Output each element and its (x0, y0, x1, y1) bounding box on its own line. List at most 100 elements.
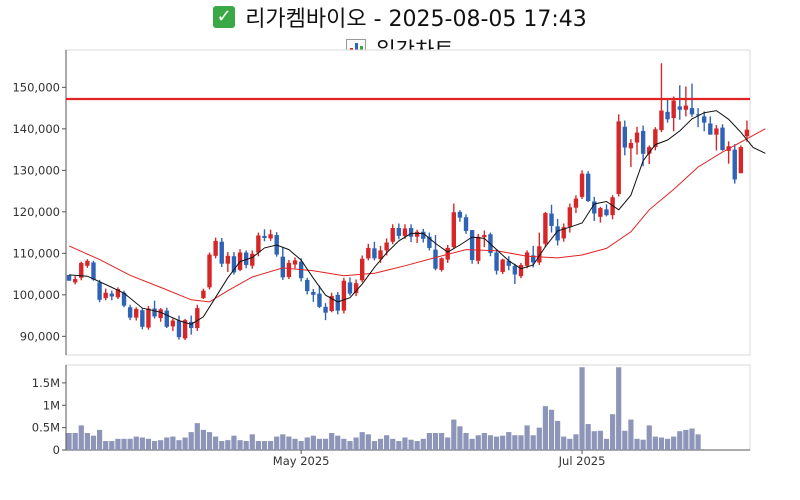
candle-body (616, 121, 621, 194)
volume-bar-55 (402, 437, 408, 450)
candle-73 (512, 263, 518, 285)
price-y-tick-label: 130,000 (12, 163, 60, 177)
volume-bar-72 (506, 432, 512, 450)
candle-body (262, 235, 267, 238)
candle-body (256, 235, 261, 253)
candle-body (628, 142, 634, 149)
volume-bar-70 (493, 436, 500, 450)
candle-body (683, 105, 689, 110)
price-y-tick-label: 120,000 (12, 205, 60, 219)
candle-body (671, 100, 676, 119)
volume-bar-76 (530, 435, 536, 450)
candle-26 (225, 252, 231, 273)
candle-body (537, 246, 542, 263)
volume-bar-27 (231, 435, 237, 450)
volume-bar-35 (280, 434, 286, 450)
volume-bar-20 (188, 432, 194, 450)
candle-body (408, 228, 414, 237)
volume-bar-102 (689, 428, 695, 450)
candle-body (573, 198, 579, 208)
candle-98 (665, 98, 670, 123)
volume-bar-93 (634, 438, 640, 450)
candle-body (182, 320, 188, 339)
candle-body (195, 308, 200, 329)
candle-83 (573, 195, 579, 214)
candle-46 (347, 277, 353, 296)
volume-bar-22 (200, 429, 207, 450)
candle-5 (97, 279, 102, 303)
candle-body (225, 255, 231, 264)
candle-50 (372, 241, 377, 261)
candle-92 (628, 139, 634, 168)
volume-bar-89 (609, 414, 616, 450)
candle-39 (305, 277, 310, 295)
candle-body (647, 147, 652, 154)
candle-body (219, 241, 224, 264)
volume-bar-53 (390, 438, 396, 450)
candle-105 (708, 116, 713, 135)
check-box-icon: ✓ (213, 6, 236, 28)
candle-40 (311, 289, 316, 302)
candle-body (91, 262, 96, 280)
candle-55 (402, 224, 408, 239)
volume-bar-33 (267, 441, 274, 450)
volume-bar-56 (408, 439, 414, 450)
volume-bar-91 (622, 430, 628, 450)
volume-bar-45 (341, 438, 347, 450)
volume-bar-43 (329, 433, 335, 450)
candle-85 (585, 171, 591, 202)
volume-bar-101 (683, 429, 689, 450)
candle-99 (671, 96, 676, 132)
volume-bar-80 (555, 420, 561, 450)
volume-bar-37 (292, 438, 298, 450)
volume-bar-99 (671, 436, 677, 450)
candle-body (402, 228, 408, 236)
candle-77 (537, 232, 542, 265)
candle-30 (250, 250, 255, 269)
candle-107 (720, 124, 725, 151)
volume-bar-103 (695, 434, 701, 450)
price-panel: 90,000 100,000 110,000 120,000 130,000 140,00… (12, 49, 766, 356)
volume-bar-81 (561, 436, 567, 450)
candle-18 (176, 315, 182, 340)
candle-2 (79, 261, 84, 281)
candle-49 (366, 243, 371, 261)
candle-111 (744, 120, 750, 142)
volume-bar-100 (677, 431, 683, 450)
volume-bar-90 (616, 367, 622, 450)
candle-body (79, 262, 84, 278)
candle-body (567, 207, 573, 227)
candle-body (311, 291, 316, 295)
candle-41 (317, 285, 322, 309)
candle-body (366, 247, 371, 259)
candle-48 (359, 255, 365, 283)
volume-bar-95 (646, 425, 652, 450)
moving-average-long (68, 128, 766, 303)
candle-body (341, 280, 347, 311)
candle-body (378, 250, 383, 260)
candle-43 (329, 292, 334, 313)
candle-71 (500, 258, 505, 275)
candle-body (445, 247, 450, 260)
candle-11 (134, 307, 139, 321)
volume-bar-11 (133, 436, 139, 450)
candle-104 (701, 111, 707, 132)
volume-bar-66 (469, 438, 475, 450)
candle-body (421, 231, 426, 239)
volume-bar-65 (463, 433, 469, 450)
candle-body (640, 130, 646, 154)
volume-bar-4 (90, 435, 97, 450)
volume-bar-34 (274, 436, 280, 450)
candle-body (146, 308, 151, 328)
price-y-tick-label: 100,000 (12, 288, 60, 302)
candle-75 (524, 250, 530, 269)
candle-25 (219, 237, 224, 268)
volume-bar-63 (451, 419, 457, 450)
candle-body (689, 108, 695, 115)
price-plot-area (65, 49, 751, 356)
candle-body (250, 253, 255, 266)
candle-body (714, 128, 719, 135)
candle-body (653, 129, 658, 148)
volume-bar-7 (109, 441, 115, 450)
